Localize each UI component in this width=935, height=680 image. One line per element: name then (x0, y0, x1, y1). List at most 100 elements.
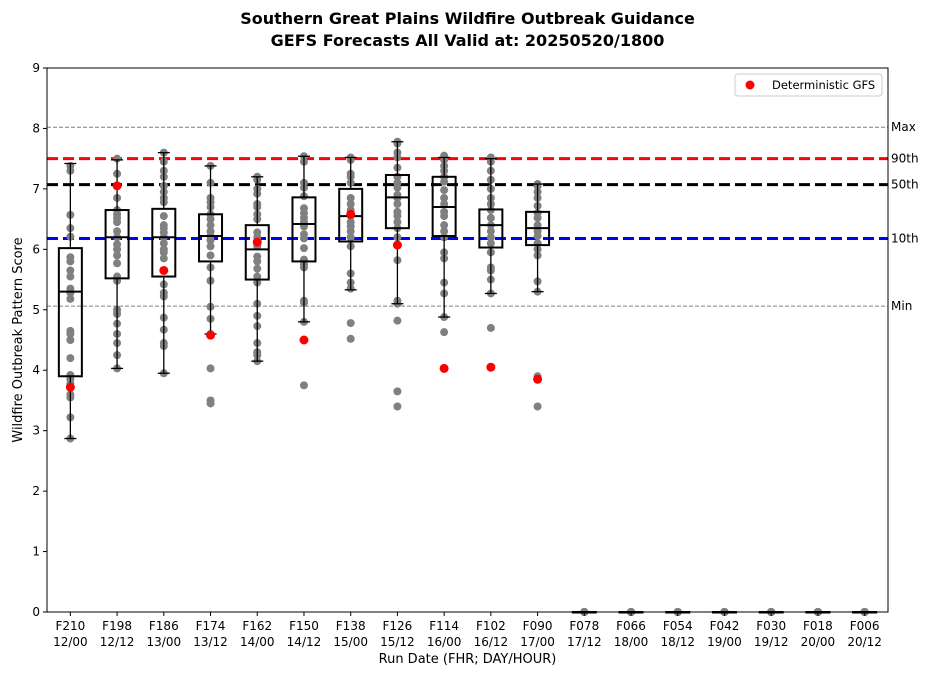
box (151, 207, 177, 278)
x-tick-label: 17/12 (567, 635, 602, 649)
deterministic-point (206, 330, 216, 340)
x-tick-label: F114 (429, 619, 459, 633)
member-point (393, 402, 402, 411)
reference-label-10th: 10th (891, 231, 919, 245)
x-tick-label: 20/00 (801, 635, 836, 649)
chart-subtitle: GEFS Forecasts All Valid at: 20250520/18… (270, 31, 665, 50)
member-point (159, 248, 168, 257)
y-tick-label: 0 (32, 605, 40, 619)
box (57, 247, 83, 378)
deterministic-point (486, 362, 496, 372)
member-point (393, 316, 402, 325)
member-point (66, 266, 75, 275)
x-tick-label: F054 (663, 619, 693, 633)
deterministic-point (65, 382, 75, 392)
member-point (346, 193, 355, 202)
x-tick-label: 14/00 (240, 635, 275, 649)
member-point (346, 200, 355, 208)
member-point (113, 259, 122, 268)
x-tick-label: F042 (710, 619, 740, 633)
member-point (66, 329, 75, 338)
y-tick-label: 7 (32, 182, 40, 196)
member-point (113, 245, 122, 254)
plot-area (47, 68, 888, 612)
member-point (393, 212, 402, 221)
member-point (206, 242, 215, 251)
plot-frame (46, 67, 889, 613)
x-tick-label: 12/00 (53, 635, 88, 649)
member-point (533, 402, 542, 411)
member-point (486, 213, 495, 222)
x-tick-label: F018 (803, 619, 833, 633)
member-point (206, 364, 215, 373)
x-tick-label: 19/00 (707, 635, 742, 649)
member-point (533, 221, 542, 230)
x-tick-label: 13/12 (193, 635, 228, 649)
member-point (159, 239, 168, 248)
member-point (440, 227, 449, 236)
member-point (440, 221, 449, 230)
x-tick-label: F138 (336, 619, 366, 633)
deterministic-point (533, 374, 543, 384)
member-point (299, 244, 308, 253)
member-point (440, 200, 449, 208)
x-axis-label: Run Date (FHR; DAY/HOUR) (379, 652, 557, 667)
member-point (486, 227, 495, 236)
member-point (299, 234, 308, 243)
member-point (206, 399, 215, 408)
member-point (253, 257, 262, 266)
member-point (66, 354, 75, 363)
chart-title: Southern Great Plains Wildfire Outbreak … (240, 9, 695, 28)
member-point (440, 177, 449, 186)
member-point (393, 200, 402, 208)
deterministic-point (159, 265, 169, 275)
member-point (113, 154, 122, 163)
deterministic-point (299, 335, 309, 345)
member-point (393, 387, 402, 396)
member-point (159, 254, 168, 263)
member-point (486, 233, 495, 242)
member-point (346, 233, 355, 242)
reference-label-max: Max (891, 120, 916, 134)
legend-label: Deterministic GFS (772, 78, 875, 92)
x-tick-label: F078 (569, 619, 599, 633)
x-tick-label: F102 (476, 619, 506, 633)
x-tick-label: F174 (196, 619, 226, 633)
member-point (486, 323, 495, 332)
member-point (66, 272, 75, 281)
legend-box (734, 73, 883, 97)
member-point (253, 264, 262, 273)
y-tick-label: 1 (32, 545, 40, 559)
box (104, 209, 130, 280)
x-tick-label: F030 (756, 619, 786, 633)
reference-label-90th: 90th (891, 152, 919, 166)
member-point (393, 183, 402, 192)
member-point (66, 257, 75, 266)
member-point (346, 334, 355, 343)
member-point (66, 294, 75, 303)
member-point (440, 328, 449, 337)
x-tick-label: 14/12 (287, 635, 322, 649)
x-tick-label: 12/12 (100, 635, 135, 649)
deterministic-point (112, 181, 122, 191)
y-tick-label: 5 (32, 303, 40, 317)
member-point (113, 251, 122, 260)
member-point (440, 212, 449, 221)
member-point (206, 251, 215, 260)
x-tick-label: 18/00 (614, 635, 649, 649)
x-tick-label: F210 (55, 619, 85, 633)
x-tick-label: F162 (242, 619, 272, 633)
y-axis-label: Wildfire Outbreak Pattern Score (11, 237, 26, 442)
y-tick-label: 4 (32, 363, 40, 377)
box (244, 224, 270, 281)
member-point (346, 319, 355, 328)
x-tick-label: F150 (289, 619, 319, 633)
y-tick-label: 2 (32, 484, 40, 498)
member-point (346, 227, 355, 236)
deterministic-point (392, 240, 402, 250)
x-tick-label: F186 (149, 619, 179, 633)
member-point (206, 221, 215, 230)
x-tick-label: F066 (616, 619, 646, 633)
